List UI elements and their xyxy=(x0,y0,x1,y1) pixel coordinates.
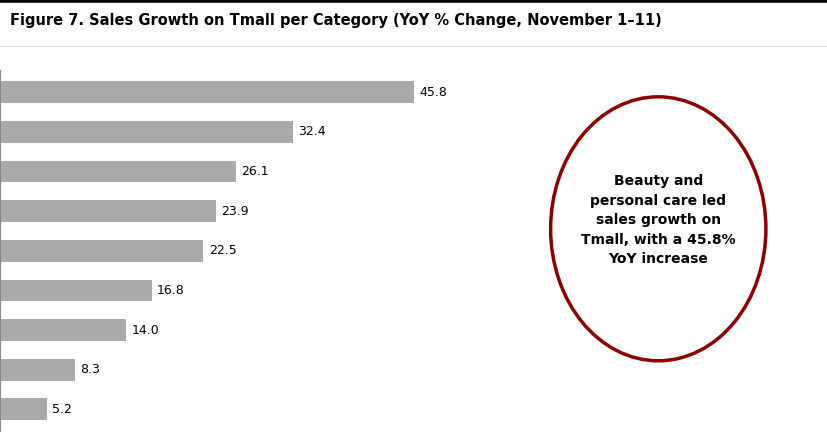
Text: 22.5: 22.5 xyxy=(208,244,237,257)
Bar xyxy=(0,399,47,420)
Bar xyxy=(0,81,414,103)
Text: 14.0: 14.0 xyxy=(131,323,160,337)
Text: Figure 7. Sales Growth on Tmall per Category (YoY % Change, November 1–11): Figure 7. Sales Growth on Tmall per Cate… xyxy=(10,13,661,28)
Bar xyxy=(0,240,203,262)
Bar xyxy=(0,121,292,143)
Text: 26.1: 26.1 xyxy=(241,165,269,178)
Bar xyxy=(0,279,151,301)
Text: 45.8: 45.8 xyxy=(418,86,447,99)
Text: 16.8: 16.8 xyxy=(157,284,184,297)
Bar xyxy=(0,319,127,341)
Bar xyxy=(0,359,75,381)
Text: 23.9: 23.9 xyxy=(221,205,249,218)
Text: Beauty and
personal care led
sales growth on
Tmall, with a 45.8%
YoY increase: Beauty and personal care led sales growt… xyxy=(581,174,734,266)
Text: 8.3: 8.3 xyxy=(80,363,100,376)
Text: 32.4: 32.4 xyxy=(298,125,325,138)
Bar xyxy=(0,161,236,183)
Text: 5.2: 5.2 xyxy=(52,403,72,416)
Bar xyxy=(0,200,216,222)
